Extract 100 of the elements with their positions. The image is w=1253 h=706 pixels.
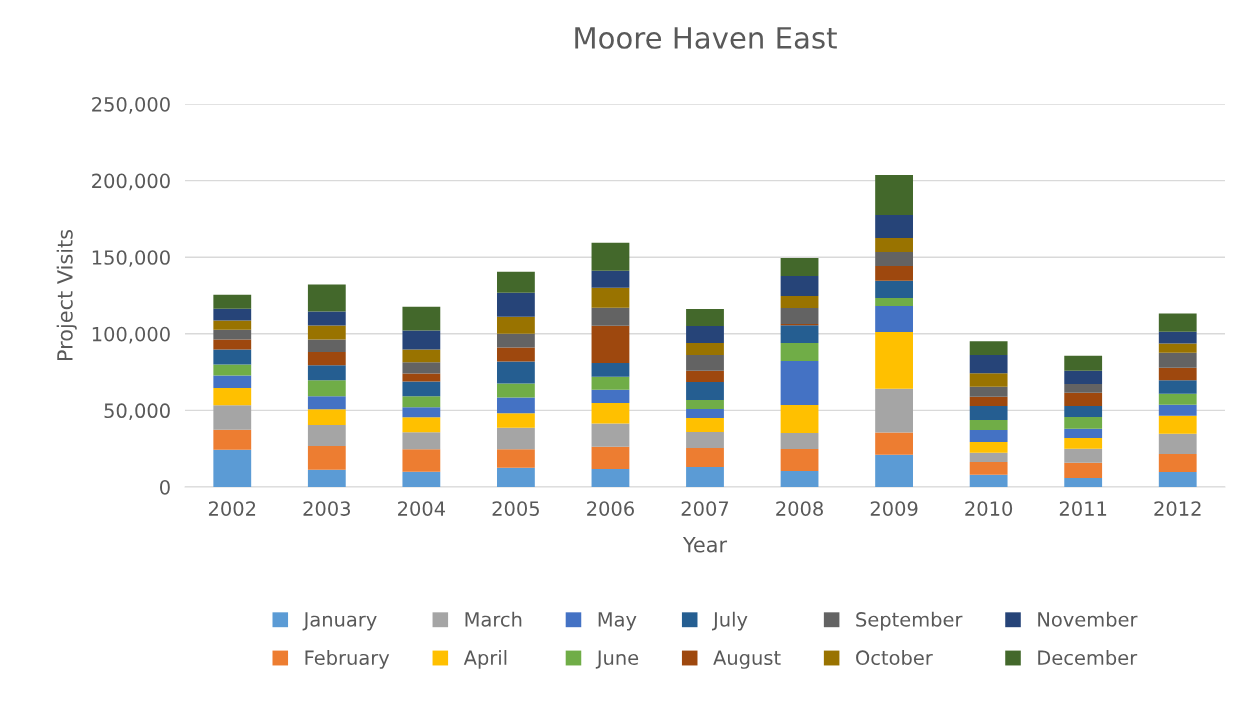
bar [402,381,441,397]
bar [591,307,630,326]
legend-label: June [595,650,639,669]
bar [307,365,346,381]
bar [402,471,441,487]
bar [1158,313,1197,332]
bar [591,423,630,447]
bar [497,292,535,317]
bar [875,215,913,239]
bar [402,417,441,433]
bar [875,280,913,298]
bar [780,342,819,362]
bar [875,432,913,455]
bar [969,406,1008,421]
bar [875,297,913,306]
legend-label: October [856,650,933,666]
x-tick-label: 2008 [776,501,823,516]
bar [591,376,630,390]
bar [591,270,630,288]
bar [1158,453,1197,472]
legend-label: March [465,611,522,627]
bar [497,271,535,293]
bar [591,242,630,271]
bar [1158,367,1197,381]
bar [1158,415,1197,434]
bar [1158,352,1197,368]
bar [213,364,252,376]
bar [875,331,913,389]
bar [307,325,346,340]
bar [875,238,913,252]
x-tick-label: 2010 [965,501,1013,516]
y-tick-label: 100,000 [92,326,170,344]
bar [497,413,535,428]
bar [307,311,346,326]
x-tick-label: 2003 [303,501,350,516]
bar [1064,428,1103,438]
x-axis-title: Year [682,537,728,553]
chart-title: Moore Haven East [575,27,837,49]
bar [1064,405,1103,417]
bar [780,276,819,297]
bar [213,329,252,340]
x-tick-label: 2012 [1154,501,1201,516]
bar [402,396,441,408]
bar [780,405,819,434]
bar [213,294,252,309]
bar [1158,343,1197,353]
bar [402,449,441,472]
bar [402,306,441,331]
bar [497,383,535,398]
bar [686,418,724,432]
legend-label: May [598,612,637,631]
x-tick-label: 2004 [398,501,446,516]
bar [780,325,819,343]
legend-label: September [856,611,963,631]
x-tick-label: 2005 [492,501,539,516]
bar [591,468,630,487]
bar [969,462,1008,475]
bar [969,355,1008,374]
bar [875,388,913,433]
bar [780,361,819,406]
bar [969,386,1008,397]
bar [307,396,346,410]
bar [780,449,819,472]
bar [402,432,441,450]
bar [307,380,346,397]
bar [1158,404,1197,416]
bar [497,347,535,362]
legend-label: January [302,612,377,631]
bar [402,349,441,363]
legend-label: November [1038,611,1138,627]
bar [686,447,724,467]
bar [686,399,724,410]
bar [307,352,346,366]
bar [686,432,724,448]
bar [591,362,630,377]
bar [497,397,535,414]
x-tick-label: 2011 [1059,501,1107,516]
bar [969,420,1008,431]
bar [875,265,913,281]
bar [213,375,252,389]
bar [780,257,819,277]
bar [402,330,441,350]
bar [1064,370,1103,384]
x-tick-label: 2009 [870,501,918,516]
bar [1064,355,1103,371]
bar [686,466,724,487]
bar [1064,477,1103,487]
bar [402,373,441,382]
bar [969,341,1008,356]
y-tick-label: 150,000 [92,250,170,267]
bar [1064,416,1103,429]
bar [497,467,535,487]
legend-label: April [463,650,507,669]
y-tick-label: 0 [160,479,170,495]
bar [969,441,1008,453]
bar [875,305,913,332]
bar [307,409,346,426]
bar [497,427,535,450]
bar [213,349,252,365]
bar [1158,471,1197,487]
